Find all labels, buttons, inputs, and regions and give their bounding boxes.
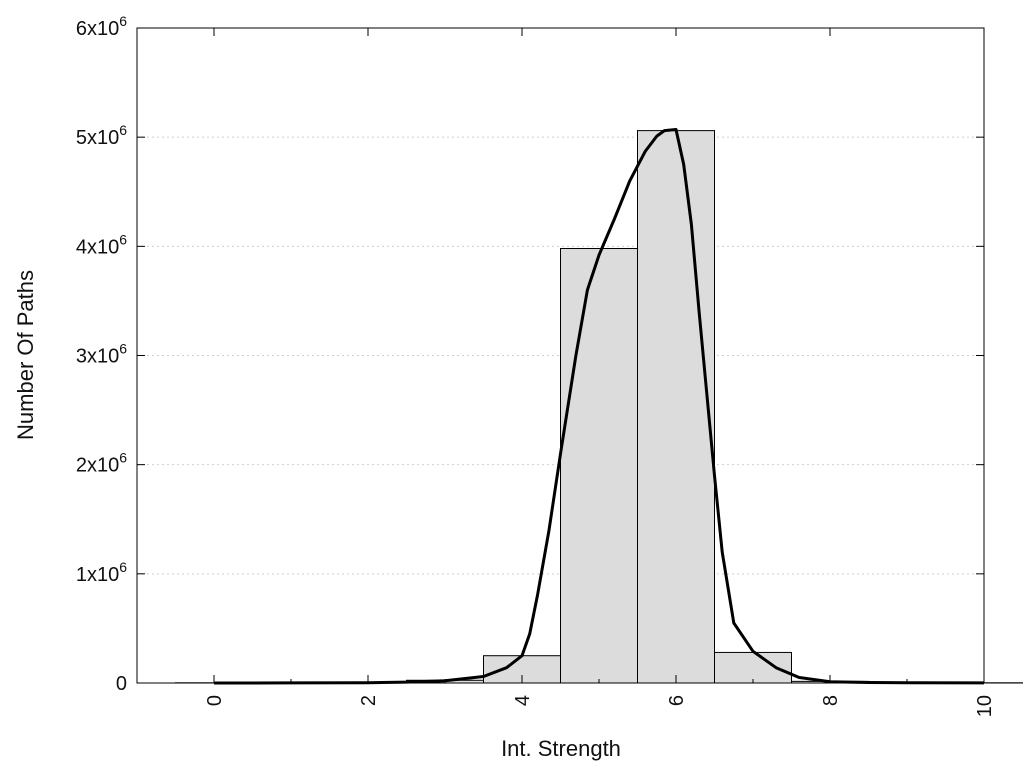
x-axis: 0 2 4 6 8 10 bbox=[204, 28, 996, 717]
x-tick-label: 6 bbox=[666, 695, 688, 706]
x-tick-label: 10 bbox=[974, 695, 996, 717]
fit-curve bbox=[213, 128, 985, 685]
fit-curve-layer bbox=[213, 128, 985, 685]
grid bbox=[137, 136, 984, 575]
y-tick-label: 6x106 bbox=[76, 13, 127, 40]
bars bbox=[175, 130, 1023, 684]
y-tick-label: 5x106 bbox=[76, 122, 127, 149]
x-axis-label: Int. Strength bbox=[501, 736, 621, 761]
bar-5 bbox=[560, 248, 638, 684]
x-tick-label: 0 bbox=[204, 695, 226, 706]
x-tick-label: 4 bbox=[512, 695, 534, 706]
y-tick-label: 1x106 bbox=[76, 559, 127, 586]
x-tick-label: 2 bbox=[358, 695, 380, 706]
y-tick-label: 4x106 bbox=[76, 231, 127, 258]
bar-6 bbox=[637, 130, 715, 684]
y-axis-label: Number Of Paths bbox=[13, 270, 38, 440]
y-tick-label: 2x106 bbox=[76, 450, 127, 477]
y-axis: 0 1x106 2x106 3x106 4x106 5x106 6x106 bbox=[76, 13, 984, 695]
x-tick-label: 8 bbox=[820, 695, 842, 706]
y-tick-label: 3x106 bbox=[76, 341, 127, 368]
y-tick-label: 0 bbox=[116, 673, 127, 695]
